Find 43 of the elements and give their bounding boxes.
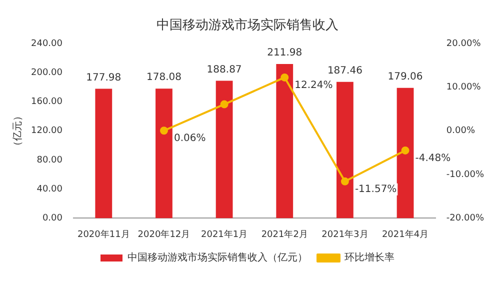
y2-tick-label: 0.00% [446,126,476,136]
data-label: 211.98 [267,48,302,59]
bar [276,64,294,218]
data-label: 188.87 [206,64,242,76]
y-axis-title: （亿元） [12,110,24,151]
data-label: 187.46 [327,65,362,76]
y-tick-label: 160.00 [30,97,63,108]
point [280,73,289,82]
y2-tick-label: 20.00% [446,38,482,49]
y-tick-label: 240.00 [30,38,63,49]
bar [216,80,233,218]
legend-label: 环比增长率 [344,252,394,264]
point [401,146,410,154]
x-tick-label: 2021年4月 [382,228,429,240]
x-tick-label: 2020年12月 [138,228,190,240]
point [340,177,349,186]
x-tick-label: 2021年3月 [322,228,368,240]
bar [396,88,414,218]
y2-tick-label: -20.00% [446,214,484,224]
chart-title: 中国移动游戏市场实际销售收入 [156,18,338,34]
data-label: 177.98 [86,72,122,84]
data-label: -11.57% [354,184,397,195]
x-tick-label: 2021年1月 [200,228,248,240]
data-label: 12.24% [294,80,333,92]
data-label: -4.48% [415,153,451,164]
point [220,100,228,108]
bar [95,88,112,218]
y-tick-label: 40.00 [36,184,63,194]
data-label: 179.06 [388,72,423,83]
point [160,126,168,135]
y-tick-label: 80.00 [36,155,63,166]
y2-tick-label: 10.00% [446,82,482,93]
bar [156,88,172,218]
legend-label: 中国移动游戏市场实际销售收入（亿元） [128,252,308,264]
x-tick-label: 2021年2月 [261,228,308,240]
bar [336,82,354,218]
x-tick-label: 2020年11月 [77,228,130,240]
y-tick-label: 120.00 [30,126,63,136]
y-tick-label: 200.00 [30,68,63,78]
y2-tick-label: -10.00% [446,170,484,180]
data-label: 0.06% [174,133,206,144]
data-label: 178.08 [146,72,182,84]
y-tick-label: 0.00 [42,214,63,224]
